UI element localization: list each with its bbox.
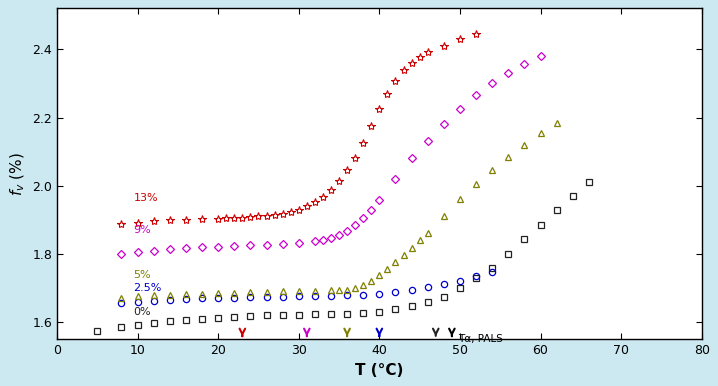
Text: 5%: 5% [134, 270, 151, 280]
Text: 13%: 13% [134, 193, 158, 203]
Text: 2.5%: 2.5% [134, 283, 162, 293]
Text: 9%: 9% [134, 225, 151, 235]
Y-axis label: $\it{f_v}$ (%): $\it{f_v}$ (%) [9, 152, 27, 196]
X-axis label: T (°C): T (°C) [355, 363, 404, 378]
Text: 0%: 0% [134, 307, 151, 317]
Text: Tα, PALS: Tα, PALS [458, 334, 503, 344]
